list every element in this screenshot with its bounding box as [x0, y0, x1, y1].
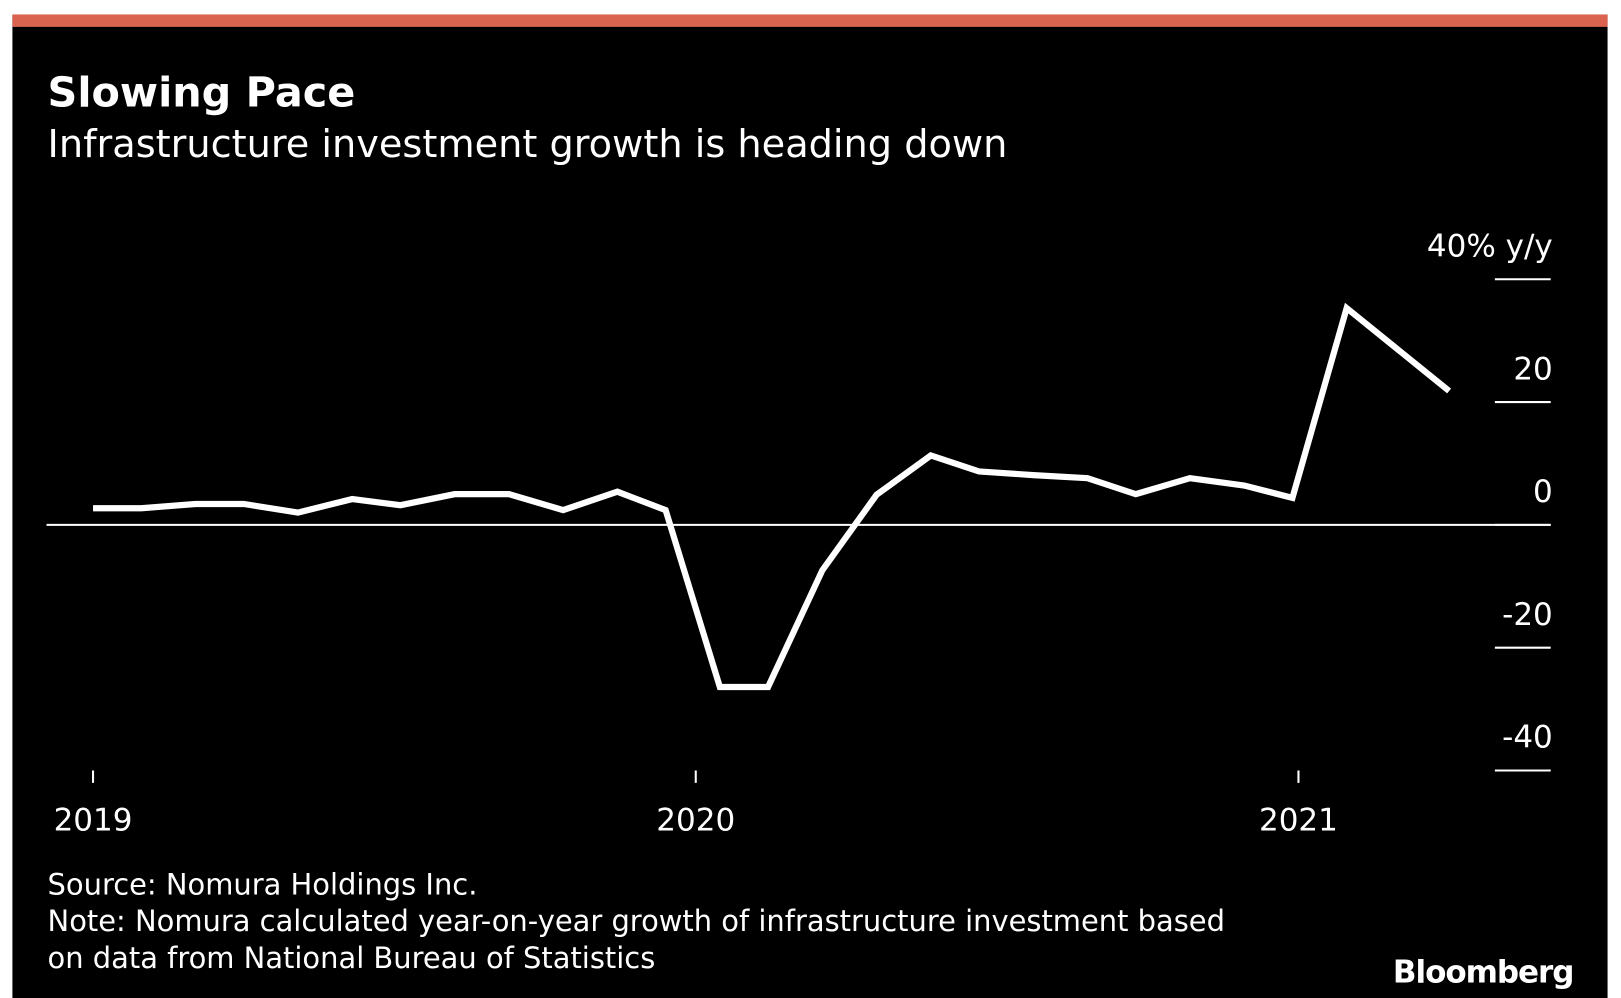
y-tick-label: -20: [1502, 597, 1553, 633]
x-tick-label: 2020: [656, 802, 735, 838]
y-tick-label: -40: [1502, 720, 1553, 756]
y-tick-label: 20: [1513, 351, 1552, 387]
logo: Bloomberg: [1393, 954, 1574, 990]
source: Source: Nomura Holdings Inc.: [48, 868, 478, 902]
y-tick-label: 40% y/y: [1427, 228, 1553, 264]
x-tick-label: 2019: [54, 802, 133, 838]
panel: [12, 14, 1608, 998]
note: Note: Nomura calculated year-on-year gro…: [48, 904, 1225, 938]
chart-subtitle: Infrastructure investment growth is head…: [48, 122, 1008, 167]
x-tick-label: 2021: [1259, 802, 1338, 838]
chart-title: Slowing Pace: [48, 69, 356, 117]
data-line: [93, 302, 1452, 691]
y-tick-label: 0: [1533, 474, 1553, 510]
accent-bar: [12, 14, 1608, 27]
note: on data from National Bureau of Statisti…: [48, 941, 656, 975]
